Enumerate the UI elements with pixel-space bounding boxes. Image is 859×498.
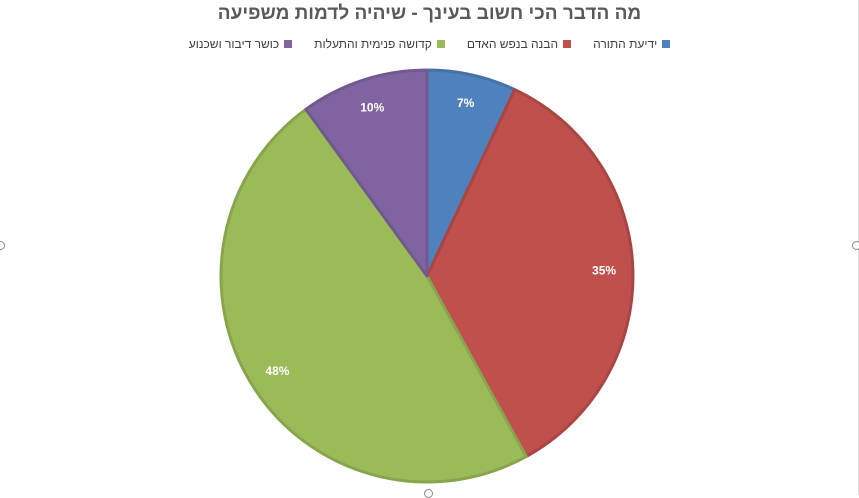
legend-item: ידיעת התורה [593,37,671,51]
data-label: 10% [360,101,384,115]
legend-label: ידיעת התורה [593,37,658,51]
legend-label: כושר דיבור ושכנוע [188,37,280,51]
data-label: 35% [592,263,616,277]
legend-swatch [284,40,293,48]
pie-slice [219,107,528,484]
pie-slice [425,88,635,459]
chart-title: מה הדבר הכי חשוב בעינך - שיהיה לדמות משפ… [217,3,642,24]
legend-label: הבנה בנפש האדם [466,37,559,51]
resize-handle-left[interactable] [0,241,5,250]
legend-item: קדושה פנימית והתעלות [314,37,445,51]
legend-swatch [436,40,445,48]
pie-slice [304,68,429,278]
legend-swatch [662,40,671,48]
resize-handle-bottom[interactable] [424,489,433,498]
legend-swatch [563,40,572,48]
legend: ידיעת התורה הבנה בנפש האדם קדושה פנימית … [0,37,859,51]
legend-label: קדושה פנימית והתעלות [314,37,432,51]
resize-handle-right[interactable] [852,241,859,250]
legend-item: כושר דיבור ושכנוע [188,37,293,51]
data-label: 48% [265,364,289,378]
legend-item: הבנה בנפש האדם [466,37,572,51]
data-label: 7% [457,96,475,110]
